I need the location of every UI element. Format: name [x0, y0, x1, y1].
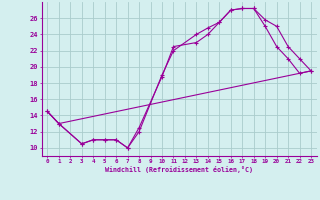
X-axis label: Windchill (Refroidissement éolien,°C): Windchill (Refroidissement éolien,°C)	[105, 166, 253, 173]
